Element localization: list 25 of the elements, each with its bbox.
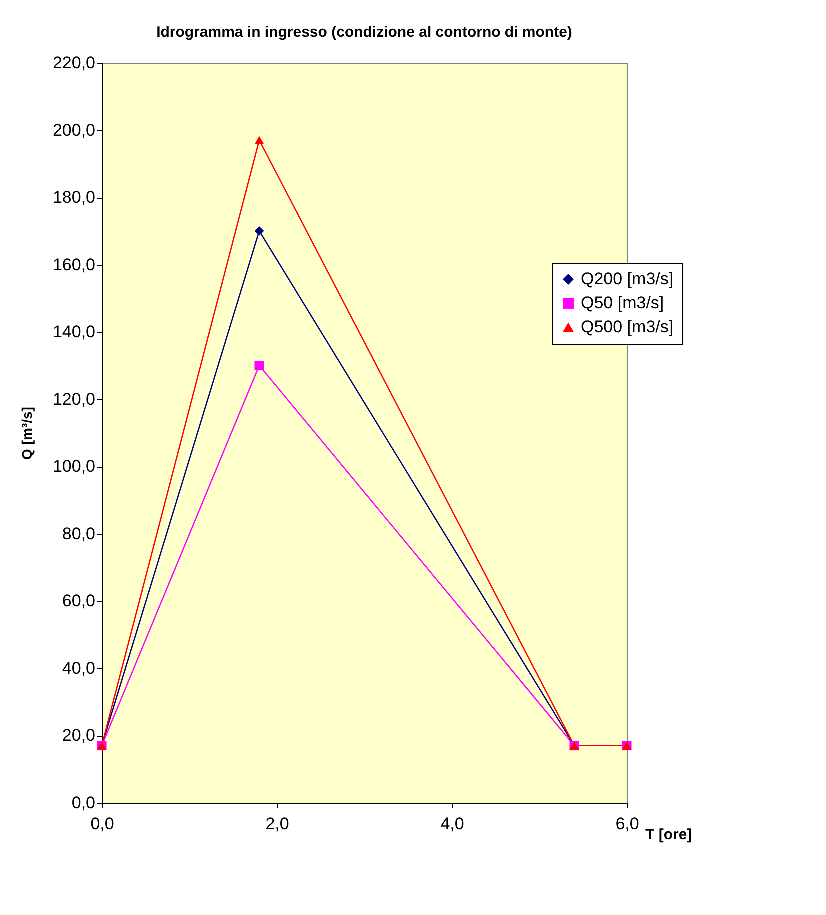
y-tick-label: 200,0 (52, 120, 96, 140)
y-tick-label: 0,0 (72, 794, 96, 812)
y-tick-label: 140,0 (52, 322, 96, 342)
x-tick-label: 6,0 (616, 814, 640, 834)
y-tick-label: 180,0 (52, 188, 96, 208)
y-tick-label: 60,0 (62, 592, 96, 611)
y-axis-title: Q [m³/s] (18, 407, 35, 460)
y-tick-label: 20,0 (62, 726, 96, 746)
x-tick-label: 2,0 (266, 814, 290, 834)
y-tick-label: 80,0 (62, 524, 96, 544)
y-tick-label: 220,0 (52, 54, 96, 72)
x-axis-title: T [ore] (646, 826, 692, 844)
legend-label: Q500 [m3/s] (581, 318, 674, 336)
legend-label: Q50 [m3/s] (581, 294, 664, 312)
point (254, 136, 264, 144)
legend-label: Q200 [m3/s] (581, 270, 674, 288)
x-tick-label: 4,0 (440, 814, 464, 834)
y-tick-label: 40,0 (62, 658, 96, 678)
chart-title: Idrogramma in ingresso (condizione al contorno di monte) (156, 24, 572, 41)
y-tick-label: 100,0 (52, 457, 96, 476)
point (254, 226, 264, 236)
y-tick-label: 160,0 (52, 255, 96, 274)
y-tick-label: 120,0 (52, 390, 96, 409)
point (254, 360, 264, 370)
x-tick-label: 0,0 (90, 814, 114, 834)
